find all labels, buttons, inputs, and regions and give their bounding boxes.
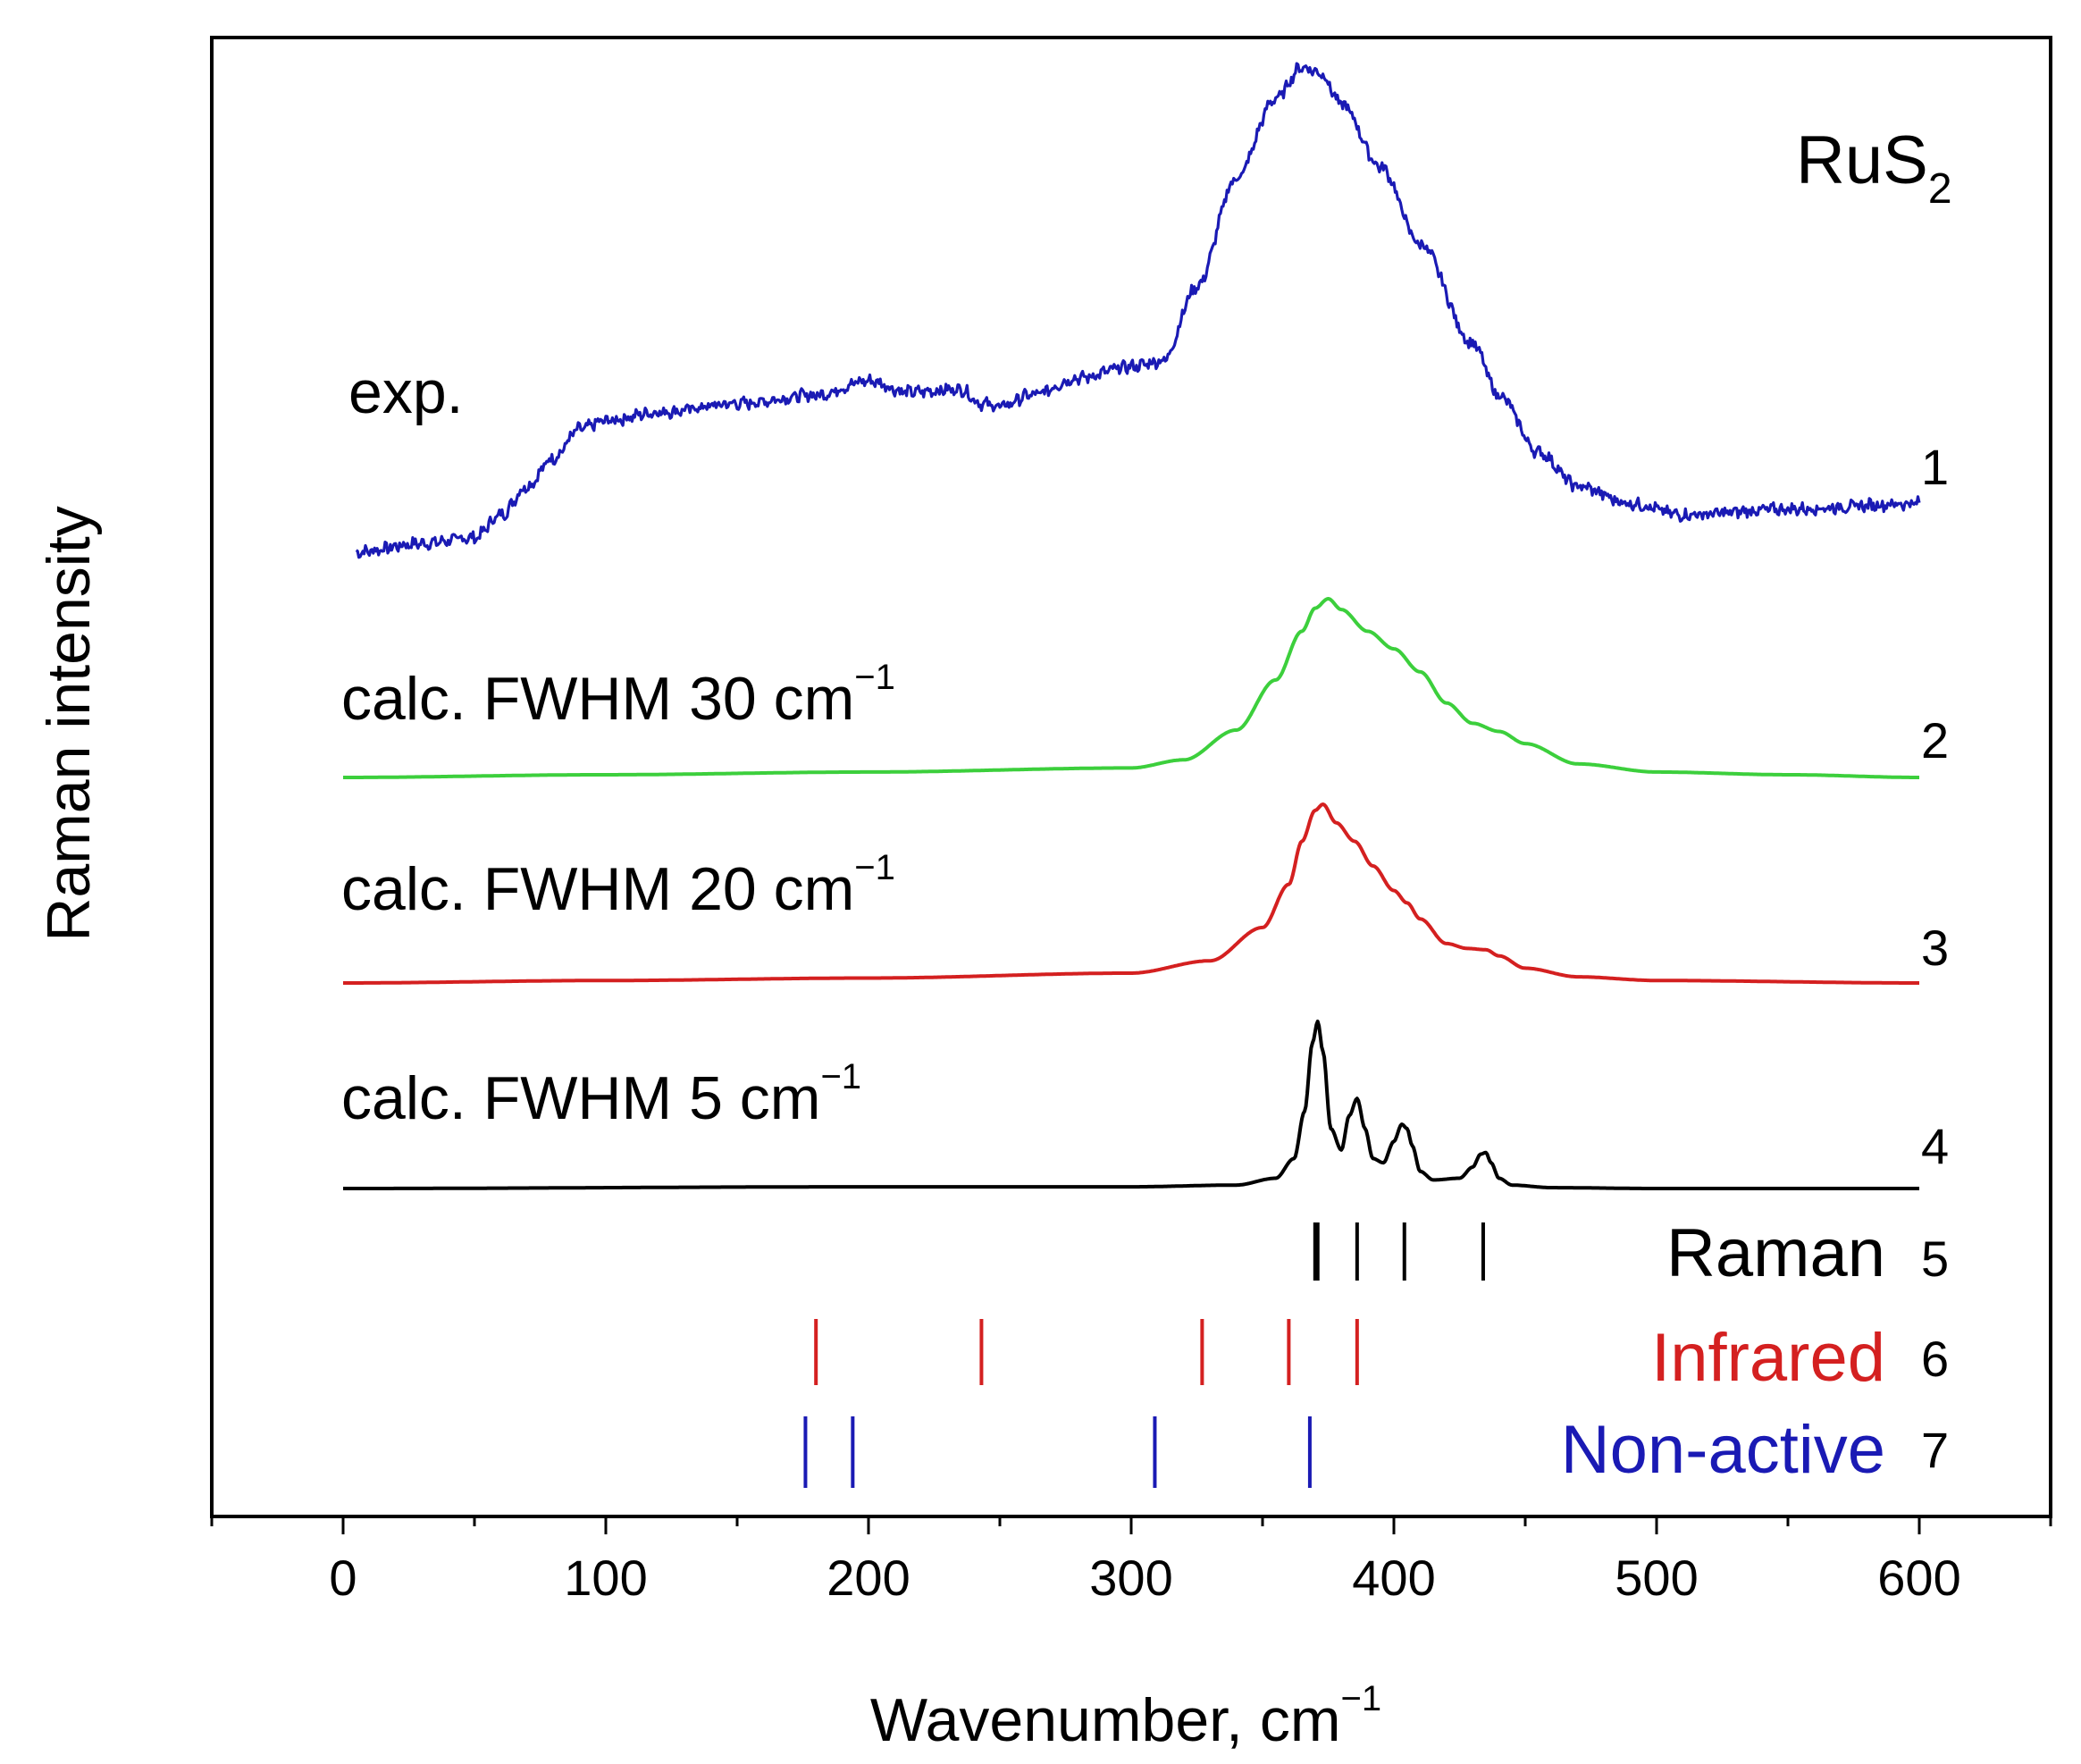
x-tick-label: 0: [329, 1550, 357, 1606]
series-label-exp-text: exp.: [348, 358, 464, 426]
mode-index-7: 7: [1921, 1422, 1949, 1478]
x-axis-title-sup: −1: [1340, 1679, 1381, 1718]
x-tick-label: 200: [827, 1550, 910, 1606]
spectra-series: [342, 62, 1921, 1190]
x-tick-label: 400: [1352, 1550, 1435, 1606]
series-label-fwhm20-sup: −1: [854, 848, 895, 887]
x-axis-title: Wavenumber, cm−1: [870, 1679, 1381, 1754]
series-label-fwhm30-sup: −1: [854, 658, 895, 697]
mode-index-6: 6: [1921, 1331, 1949, 1387]
mode-index-5: 5: [1921, 1231, 1949, 1287]
mode-label-infrared: Infrared: [1651, 1320, 1885, 1396]
series-label-fwhm30-text: calc. FWHM 30 cm: [341, 665, 854, 733]
series-index-4: 4: [1921, 1118, 1949, 1174]
series-index-3: 3: [1921, 920, 1949, 976]
series-label-fwhm5: calc. FWHM 5 cm−1: [341, 1057, 861, 1132]
sample-label-base: RuS: [1796, 122, 1928, 198]
mode-label-raman: Raman: [1666, 1215, 1885, 1291]
x-tick-label: 100: [564, 1550, 647, 1606]
y-axis-title: Raman intensity: [35, 506, 103, 942]
series-line-1: [355, 62, 1921, 559]
mode-label-nonactive: Non-active: [1561, 1412, 1885, 1488]
x-axis-title-text: Wavenumber, cm: [870, 1686, 1341, 1754]
x-tick-label: 600: [1877, 1550, 1960, 1606]
series-line-3: [342, 802, 1920, 985]
series-label-fwhm5-sup: −1: [820, 1057, 861, 1096]
series-index-2: 2: [1921, 712, 1949, 769]
series-label-fwhm20-text: calc. FWHM 20 cm: [341, 855, 854, 923]
series-label-fwhm30: calc. FWHM 30 cm−1: [341, 658, 895, 733]
x-tick-label: 500: [1615, 1550, 1698, 1606]
series-label-fwhm20: calc. FWHM 20 cm−1: [341, 848, 895, 923]
series-line-2: [342, 597, 1920, 779]
x-axis-ticks: 0 100 200 300 400 500 600: [210, 1516, 2052, 1606]
series-label-fwhm5-text: calc. FWHM 5 cm: [341, 1064, 820, 1132]
sample-label: RuS2: [1796, 122, 1952, 213]
x-tick-label: 300: [1089, 1550, 1172, 1606]
series-line-4: [342, 1020, 1920, 1190]
sample-label-subscript: 2: [1928, 165, 1952, 213]
series-index-1: 1: [1921, 439, 1949, 495]
series-label-exp: exp.: [348, 358, 464, 426]
mode-lines: [803, 1222, 1485, 1488]
